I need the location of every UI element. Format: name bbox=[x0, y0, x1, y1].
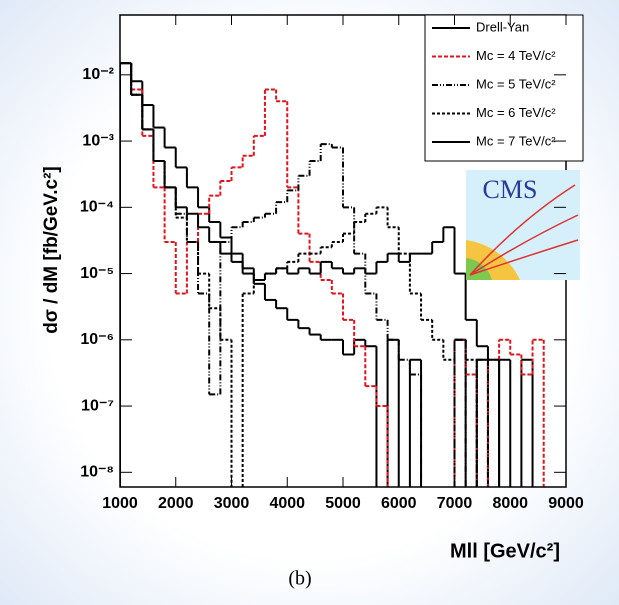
x-tick-label: 3000 bbox=[214, 495, 250, 512]
legend-label: Mc = 6 TeV/c² bbox=[476, 105, 556, 120]
x-tick-label: 6000 bbox=[381, 495, 417, 512]
logo-text: CMS bbox=[483, 175, 538, 204]
y-tick-label: 10⁻³ bbox=[82, 132, 114, 149]
y-axis-label: dσ / dM [fb/GeV.c²] bbox=[41, 166, 62, 333]
legend-label: Mc = 4 TeV/c² bbox=[476, 48, 556, 63]
x-tick-label: 9000 bbox=[548, 495, 584, 512]
x-tick-label: 7000 bbox=[437, 495, 473, 512]
x-tick-label: 4000 bbox=[269, 495, 305, 512]
plot-marks bbox=[120, 62, 545, 487]
x-tick-label: 1000 bbox=[102, 495, 138, 512]
legend-label: Drell-Yan bbox=[476, 19, 529, 34]
x-tick-label: 2000 bbox=[158, 495, 194, 512]
x-tick-label: 5000 bbox=[325, 495, 361, 512]
y-tick-label: 10⁻⁶ bbox=[80, 331, 114, 348]
y-tick-label: 10⁻⁵ bbox=[80, 265, 114, 282]
legend: Drell-Yan Mc = 4 TeV/c² Mc = 5 TeV/c² Mc = … bbox=[424, 14, 584, 162]
y-tick-label: 10⁻⁸ bbox=[80, 464, 114, 481]
legend-label: Mc = 7 TeV/c² bbox=[476, 133, 556, 148]
x-tick-label: 8000 bbox=[492, 495, 528, 512]
y-tick-label: 10⁻² bbox=[82, 66, 114, 83]
caption: (b) bbox=[288, 568, 311, 590]
y-tick-label: 10⁻⁴ bbox=[80, 199, 114, 216]
y-tick-label: 10⁻⁷ bbox=[81, 397, 114, 414]
logo-tracks bbox=[469, 184, 579, 276]
legend-label: Mc = 5 TeV/c² bbox=[476, 76, 556, 91]
cms-logo: CMS bbox=[466, 170, 580, 280]
legend-box bbox=[424, 14, 584, 162]
x-axis-label: Mll [GeV/c²] bbox=[450, 540, 560, 562]
